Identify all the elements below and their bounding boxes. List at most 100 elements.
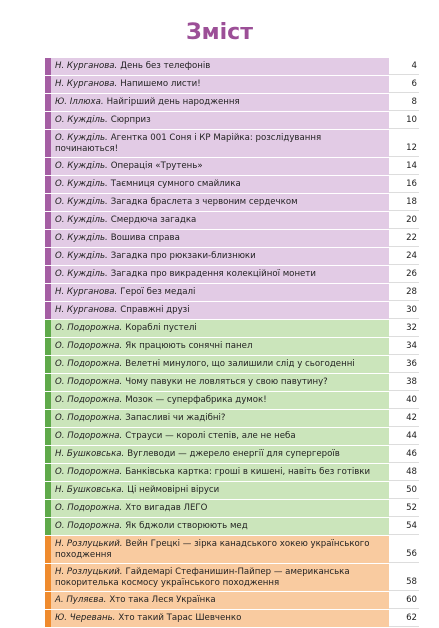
entry-title: Смердюча загадка xyxy=(110,214,197,225)
section-strip xyxy=(45,76,51,93)
toc-entry: О. Кужділь. Загадка браслета з червоним с… xyxy=(45,194,419,211)
toc-entry: О. Кужділь. Агентка 001 Соня і КР Марійка… xyxy=(45,130,419,157)
entry-page: 28 xyxy=(389,284,419,301)
entry-text: Н. Курганова. Герої без медалі xyxy=(51,284,389,301)
section-strip xyxy=(45,266,51,283)
entry-title: Напишемо листи! xyxy=(120,78,201,89)
section-strip xyxy=(45,284,51,301)
entry-page: 24 xyxy=(389,248,419,265)
toc-entry: Н. Розлуцький. Гайдемарі Стефанишин-Пайпе… xyxy=(45,564,419,591)
section-strip xyxy=(45,338,51,355)
toc-entry: Н. Бушковська. Ці неймовірні віруси 50 xyxy=(45,482,419,499)
entry-page: 34 xyxy=(389,338,419,355)
entry-page: 60 xyxy=(389,592,419,609)
entry-page: 52 xyxy=(389,500,419,517)
entry-title: Найгірший день народження xyxy=(106,96,240,107)
section-strip xyxy=(45,230,51,247)
entry-page: 54 xyxy=(389,518,419,535)
section-strip xyxy=(45,374,51,391)
entry-page: 44 xyxy=(389,428,419,445)
entry-page: 38 xyxy=(389,374,419,391)
entry-text: О. Кужділь. Смердюча загадка xyxy=(51,212,389,229)
entry-page: 56 xyxy=(389,536,419,563)
entry-title: Операція «Трутень» xyxy=(110,160,203,171)
entry-author: Н. Курганова. xyxy=(55,304,118,315)
entry-text: Н. Курганова. День без телефонів xyxy=(51,58,389,75)
entry-page: 48 xyxy=(389,464,419,481)
entry-page: 42 xyxy=(389,410,419,427)
entry-page: 8 xyxy=(389,94,419,111)
entry-text: Н. Розлуцький. Вейн Грецкі — зірка канадс… xyxy=(51,536,389,563)
section-strip xyxy=(45,194,51,211)
entry-text: О. Подорожна. Чому павуки не ловляться у … xyxy=(51,374,389,391)
entry-title: Страуси — королі степів, але не неба xyxy=(125,430,296,441)
entry-title: Загадка про рюкзаки-близнюки xyxy=(110,250,256,261)
section-strip xyxy=(45,464,51,481)
entry-author: Н. Курганова. xyxy=(55,60,118,71)
entry-author: Н. Курганова. xyxy=(55,78,118,89)
entry-title: Сюрприз xyxy=(110,114,151,125)
section-strip xyxy=(45,320,51,337)
entry-title: Герої без медалі xyxy=(120,286,196,297)
section-strip xyxy=(45,446,51,463)
entry-page: 62 xyxy=(389,610,419,627)
entry-page: 30 xyxy=(389,302,419,319)
entry-text: О. Кужділь. Таємниця сумного смайлика xyxy=(51,176,389,193)
entry-text: О. Кужділь. Загадка браслета з червоним с… xyxy=(51,194,389,211)
entry-page: 6 xyxy=(389,76,419,93)
entry-title: Вуглеводи — джерело енергії для супергер… xyxy=(127,448,340,459)
toc-entry: О. Подорожна. Запасливі чи жадібні? 42 xyxy=(45,410,419,427)
entry-title: Гайдемарі Стефанишин-Пайпер — американсь… xyxy=(55,566,350,588)
toc-entry: А. Пуляєва. Хто така Леся Українка 60 xyxy=(45,592,419,609)
entry-text: О. Подорожна. Банківська картка: гроші в … xyxy=(51,464,389,481)
entry-text: О. Кужділь. Операція «Трутень» xyxy=(51,158,389,175)
section-strip xyxy=(45,428,51,445)
entry-title: Загадка браслета з червоним сердечком xyxy=(110,196,298,207)
toc-entry: О. Подорожна. Кораблі пустелі 32 xyxy=(45,320,419,337)
toc-entry: О. Подорожна. Хто вигадав ЛЕГО 52 xyxy=(45,500,419,517)
toc-entry: О. Подорожна. Мозок — суперфабрика думок!… xyxy=(45,392,419,409)
entry-text: О. Подорожна. Мозок — суперфабрика думок! xyxy=(51,392,389,409)
section-strip xyxy=(45,94,51,111)
entry-text: О. Кужділь. Загадка про викрадення колекц… xyxy=(51,266,389,283)
toc-entry: Ю. Черевань. Хто такий Тарас Шевченко 62 xyxy=(45,610,419,627)
entry-author: О. Подорожна. xyxy=(55,322,123,333)
toc-entry: О. Подорожна. Як працюють сонячні панел 34 xyxy=(45,338,419,355)
toc: Н. Курганова. День без телефонів 4 Н. Курга… xyxy=(45,58,419,628)
section-strip xyxy=(45,500,51,517)
entry-author: Н. Бушковська. xyxy=(55,484,125,495)
entry-page: 58 xyxy=(389,564,419,591)
entry-text: О. Кужділь. Сюрприз xyxy=(51,112,389,129)
entry-author: О. Подорожна. xyxy=(55,466,123,477)
toc-entry: Н. Розлуцький. Вейн Грецкі — зірка канадс… xyxy=(45,536,419,563)
entry-author: О. Кужділь. xyxy=(55,268,108,279)
entry-title: Хто вигадав ЛЕГО xyxy=(125,502,208,513)
entry-title: Як працюють сонячні панел xyxy=(125,340,253,351)
entry-title: Кораблі пустелі xyxy=(125,322,197,333)
entry-title: Велетні минулого, що залишили слід у сьо… xyxy=(125,358,355,369)
toc-entry: Н. Бушковська. Вуглеводи — джерело енергі… xyxy=(45,446,419,463)
entry-author: О. Кужділь. xyxy=(55,114,108,125)
toc-entry: Ю. Іллюха. Найгірший день народження 8 xyxy=(45,94,419,111)
section-strip xyxy=(45,536,51,563)
entry-author: О. Кужділь. xyxy=(55,160,108,171)
entry-text: Ю. Іллюха. Найгірший день народження xyxy=(51,94,389,111)
entry-page: 20 xyxy=(389,212,419,229)
entry-text: О. Подорожна. Запасливі чи жадібні? xyxy=(51,410,389,427)
entry-text: Н. Розлуцький. Гайдемарі Стефанишин-Пайпе… xyxy=(51,564,389,591)
section-strip xyxy=(45,356,51,373)
toc-entry: О. Подорожна. Банківська картка: гроші в … xyxy=(45,464,419,481)
entry-text: Ю. Черевань. Хто такий Тарас Шевченко xyxy=(51,610,389,627)
entry-title: Загадка про викрадення колекційної монет… xyxy=(110,268,316,279)
toc-entry: О. Кужділь. Операція «Трутень» 14 xyxy=(45,158,419,175)
toc-entry: Н. Курганова. Напишемо листи! 6 xyxy=(45,76,419,93)
section-strip xyxy=(45,212,51,229)
entry-text: О. Кужділь. Вошива справа xyxy=(51,230,389,247)
entry-title: Ці неймовірні віруси xyxy=(127,484,220,495)
entry-author: О. Кужділь. xyxy=(55,196,108,207)
section-strip xyxy=(45,482,51,499)
entry-author: О. Кужділь. xyxy=(55,214,108,225)
toc-title: Зміст xyxy=(186,20,253,45)
entry-author: Ю. Черевань. xyxy=(55,612,116,623)
section-strip xyxy=(45,158,51,175)
